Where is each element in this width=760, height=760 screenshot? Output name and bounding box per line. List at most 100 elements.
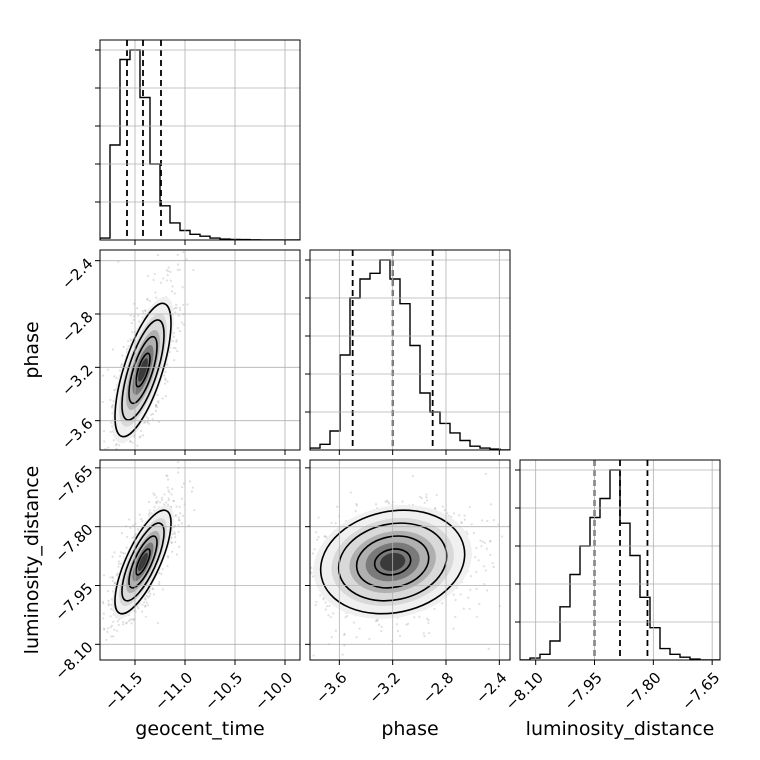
sample-point (332, 612, 335, 615)
sample-point (92, 515, 94, 517)
y-tick-label-luminosity_distance: −8.10 (51, 638, 96, 683)
sample-point (446, 512, 449, 515)
sample-point (113, 375, 116, 378)
sample-point (385, 499, 389, 502)
sample-point (384, 500, 387, 503)
panel-frame (99, 459, 301, 661)
sample-point (475, 615, 478, 618)
sample-point (100, 482, 102, 484)
hist-panel-phase (305, 249, 511, 455)
sample-point (160, 281, 163, 284)
sample-point (480, 519, 484, 522)
sample-point (144, 309, 147, 313)
sample-point (147, 500, 150, 504)
sample-point (317, 516, 320, 519)
sample-point (113, 582, 116, 585)
sample-point (139, 435, 142, 438)
sample-point (423, 634, 426, 638)
sample-point (176, 350, 179, 353)
sample-point (483, 565, 486, 568)
sample-point (115, 442, 118, 446)
sample-point (454, 615, 457, 619)
sample-point (113, 389, 116, 392)
pair-panel-geocent_time-luminosity_distance-area (86, 461, 196, 695)
sample-point (314, 604, 317, 607)
sample-point (368, 637, 371, 640)
sample-point (469, 575, 473, 578)
sample-point (153, 493, 156, 497)
sample-point (138, 513, 141, 516)
sample-point (110, 406, 113, 409)
sample-point (132, 618, 136, 621)
sample-point (109, 430, 112, 433)
sample-point (166, 565, 169, 568)
sample-point (146, 604, 150, 607)
sample-point (311, 575, 315, 578)
sample-point (486, 589, 489, 592)
sample-point (168, 491, 171, 494)
sample-point (178, 330, 182, 333)
sample-point (420, 497, 423, 500)
sample-point (160, 496, 164, 499)
sample-point (158, 501, 162, 504)
sample-point (111, 577, 115, 580)
sample-point (292, 568, 294, 570)
x-tick-label-luminosity_distance: −7.95 (561, 669, 606, 714)
sample-point (425, 493, 428, 496)
sample-point (282, 589, 284, 591)
sample-point (119, 562, 123, 565)
sample-point (163, 503, 166, 506)
sample-point (475, 570, 478, 573)
sample-point (155, 496, 158, 499)
sample-point (131, 441, 134, 444)
panel-frame (99, 39, 301, 241)
sample-point (522, 554, 524, 556)
sample-point (86, 693, 88, 695)
sample-point (115, 629, 119, 632)
x-axis-label-geocent_time: geocent_time (135, 718, 264, 740)
sample-point (358, 627, 361, 630)
sample-point (311, 552, 314, 555)
sample-point (150, 413, 153, 416)
sample-point (175, 340, 178, 343)
sample-point (145, 601, 148, 604)
sample-point (127, 619, 131, 623)
sample-point (157, 401, 160, 404)
sample-point (166, 486, 169, 489)
sample-point (469, 588, 472, 591)
sample-point (137, 320, 141, 323)
sample-point (322, 598, 325, 601)
sample-point (143, 451, 145, 453)
density-fill (138, 552, 148, 572)
sample-point (102, 602, 105, 605)
sample-point (441, 505, 444, 508)
sample-point (374, 503, 378, 506)
sample-point (452, 627, 455, 630)
sample-point (103, 440, 106, 443)
sample-point (436, 438, 438, 440)
sample-point (545, 505, 547, 507)
sample-point (181, 286, 184, 289)
sample-point (116, 572, 119, 575)
sample-point (124, 622, 127, 625)
sample-point (475, 546, 478, 550)
sample-point (413, 616, 416, 619)
sample-point (354, 510, 357, 513)
sample-point (180, 522, 183, 525)
sample-point (110, 421, 113, 424)
sample-point (167, 499, 170, 502)
sample-point (101, 374, 105, 377)
sample-point (425, 496, 428, 499)
sample-point (160, 498, 164, 502)
histogram-phase (310, 259, 510, 450)
sample-point (178, 306, 182, 309)
sample-point (144, 604, 147, 607)
sample-point (106, 456, 108, 458)
sample-point (112, 635, 115, 638)
sample-point (178, 505, 181, 509)
sample-point (481, 540, 484, 543)
sample-point (178, 268, 181, 272)
hist-panel-phase-area (310, 250, 510, 450)
sample-point (111, 451, 113, 453)
